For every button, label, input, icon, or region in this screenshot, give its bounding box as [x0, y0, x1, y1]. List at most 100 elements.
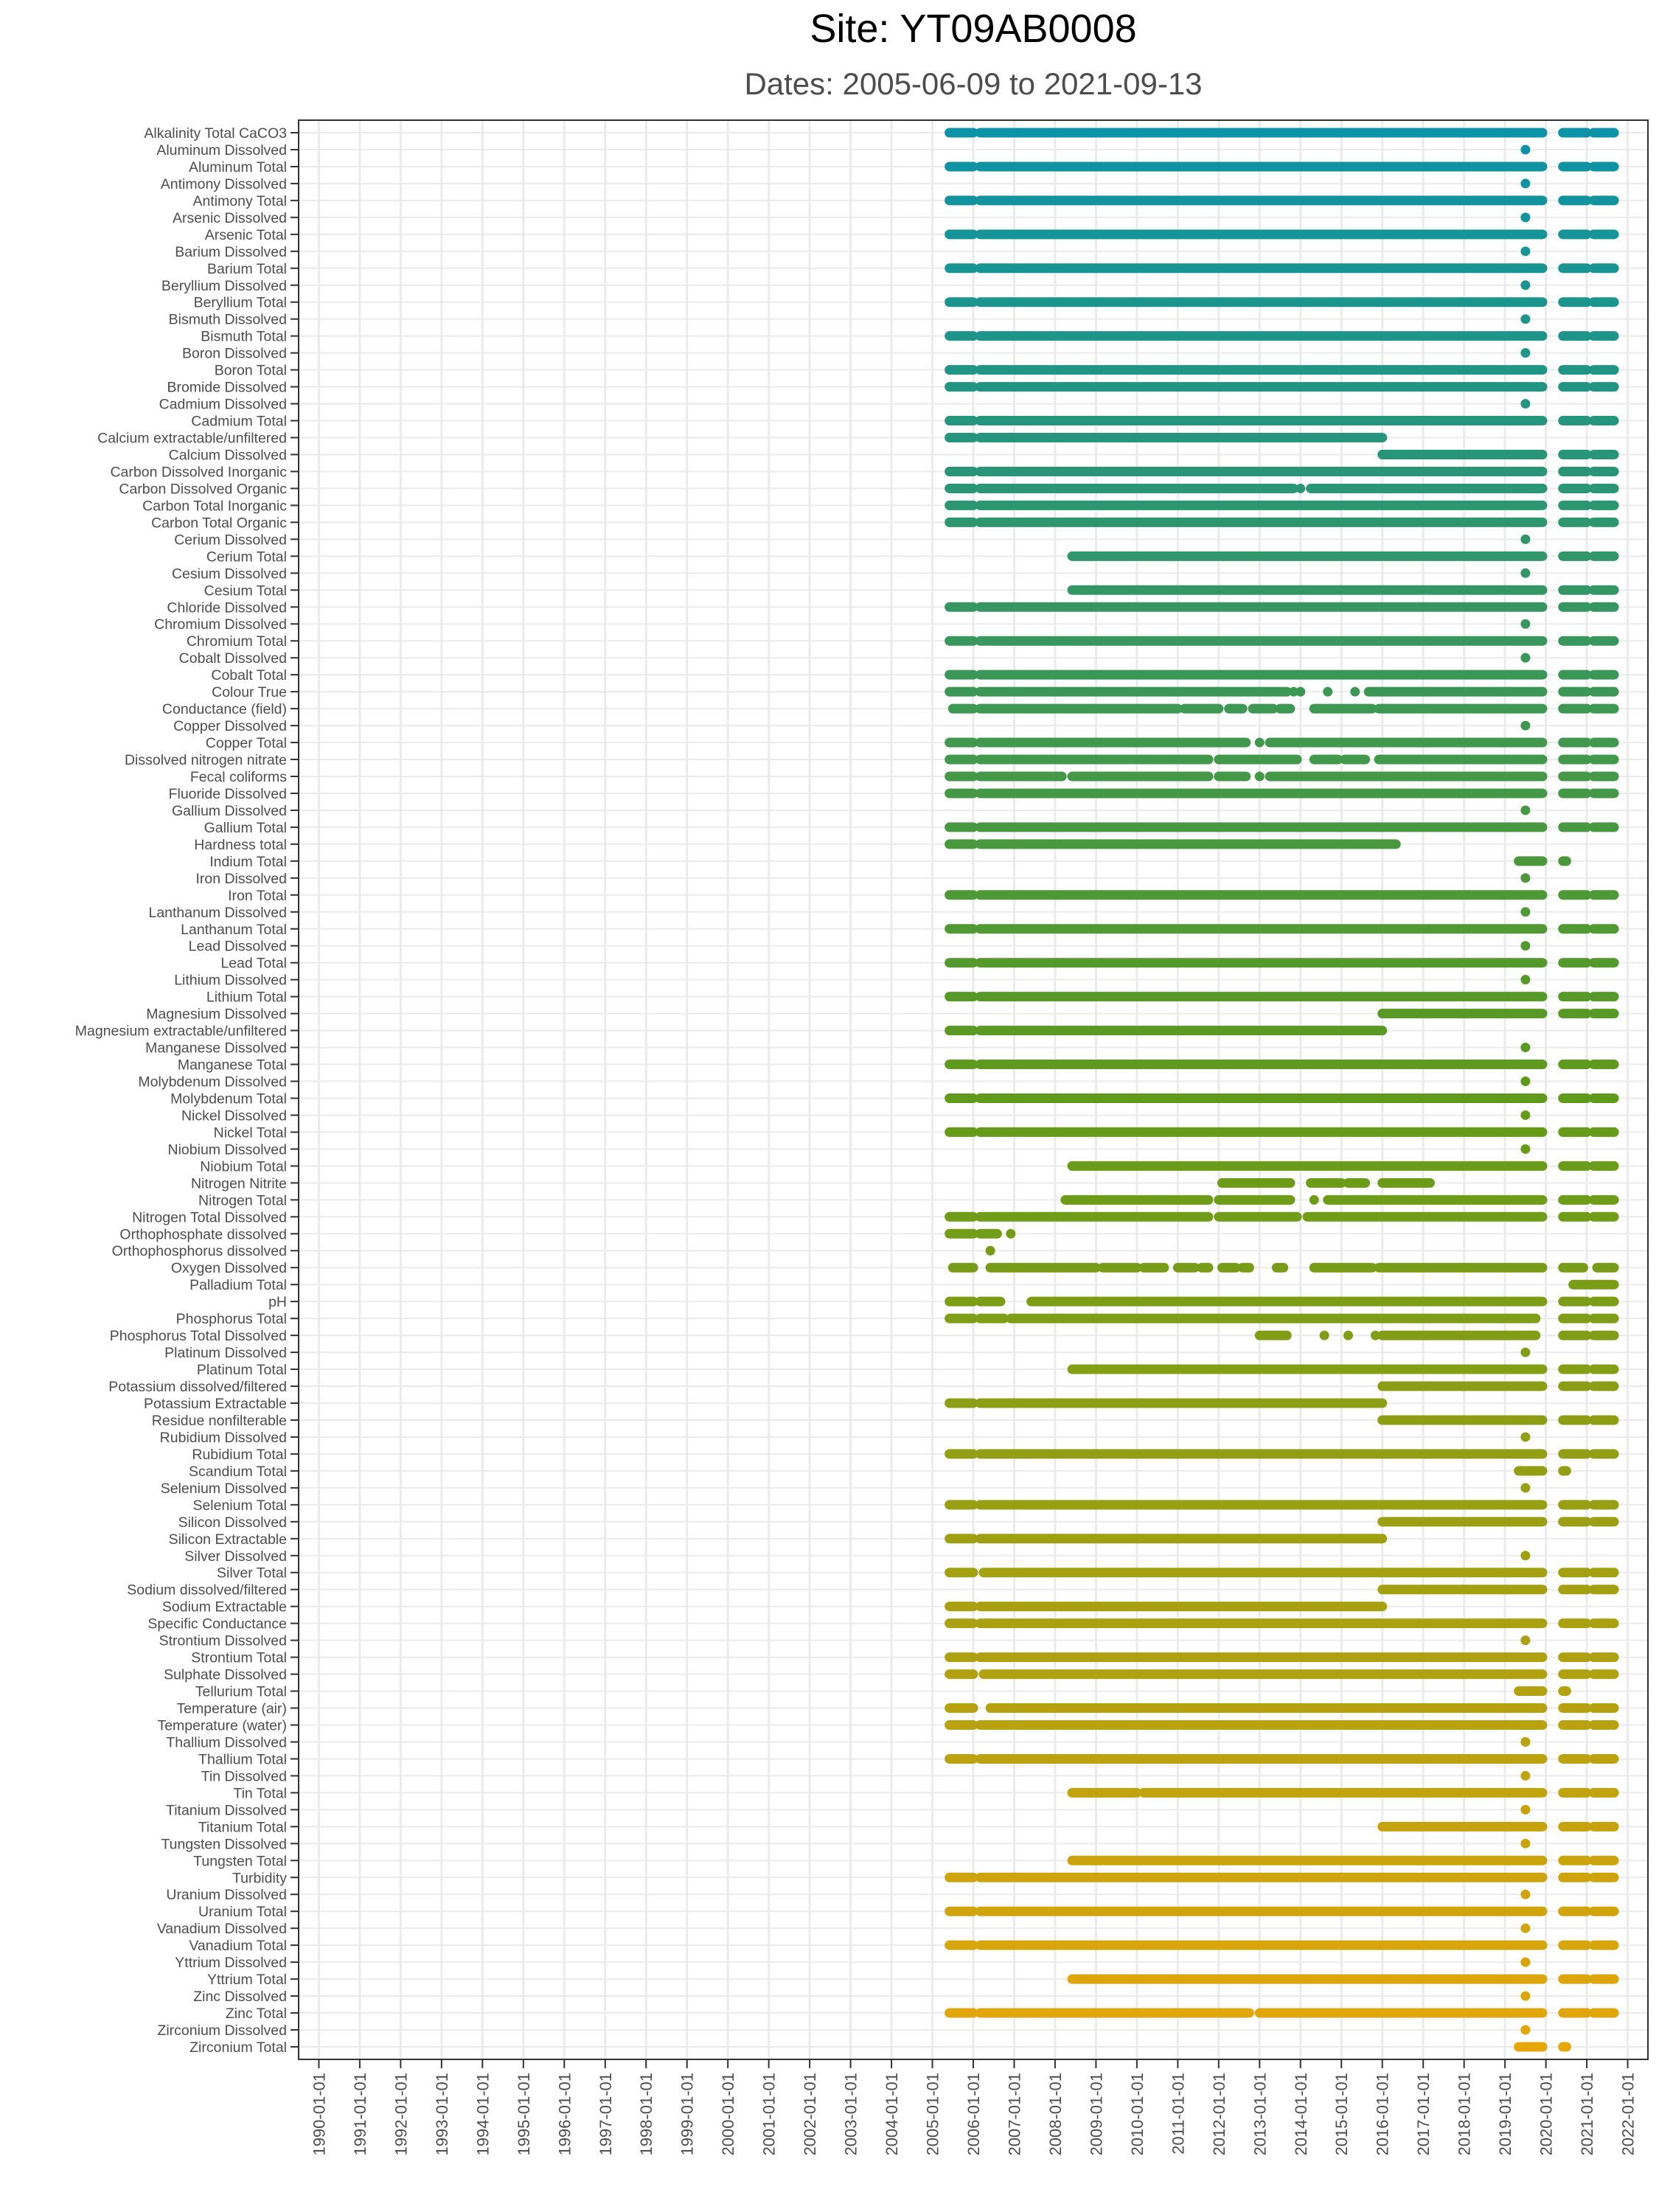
- x-tick-label: 2001-01-01: [760, 2073, 779, 2156]
- y-tick-label: Carbon Total Organic: [151, 515, 287, 531]
- y-tick-label: Niobium Dissolved: [168, 1141, 287, 1158]
- y-tick-label: Selenium Dissolved: [161, 1481, 287, 1497]
- y-tick-label: Silver Total: [217, 1565, 287, 1582]
- x-tick-label: 2010-01-01: [1128, 2073, 1147, 2156]
- y-tick-label: Antimony Dissolved: [161, 176, 287, 192]
- y-tick-label: Thallium Total: [198, 1751, 287, 1767]
- x-tick-label: 2015-01-01: [1332, 2073, 1351, 2156]
- data-point: [1520, 805, 1531, 815]
- y-tick-label: Cerium Total: [206, 549, 287, 565]
- data-point: [1520, 1635, 1531, 1646]
- data-point: [1254, 771, 1265, 782]
- data-point: [1520, 1991, 1531, 2001]
- data-point: [1520, 1770, 1531, 1781]
- y-tick-label: Bromide Dissolved: [167, 380, 287, 396]
- data-point: [1295, 483, 1306, 493]
- data-point: [1309, 1194, 1319, 1205]
- data-point: [1520, 1957, 1531, 1967]
- y-tick-label: Specific Conductance: [147, 1616, 287, 1632]
- data-point: [1343, 1330, 1353, 1340]
- y-tick-label: Rubidium Dissolved: [160, 1430, 287, 1446]
- data-point: [1350, 686, 1360, 697]
- data-point: [1520, 314, 1531, 324]
- y-tick-label: Selenium Total: [192, 1498, 287, 1514]
- data-point: [1520, 348, 1531, 358]
- x-tick-label: 2021-01-01: [1578, 2073, 1596, 2156]
- y-tick-label: Aluminum Total: [189, 159, 287, 175]
- data-point: [1520, 619, 1531, 629]
- y-tick-label: Lead Dissolved: [189, 939, 287, 955]
- data-point: [1319, 1330, 1329, 1340]
- y-tick-label: Chloride Dissolved: [167, 599, 287, 616]
- y-tick-label: Vanadium Dissolved: [157, 1921, 287, 1937]
- y-tick-label: Tellurium Total: [195, 1684, 287, 1700]
- y-tick-label: Antimony Total: [192, 193, 287, 209]
- y-tick-label: Cobalt Total: [211, 667, 287, 684]
- y-tick-label: Sodium Extractable: [162, 1599, 287, 1615]
- x-tick-label: 2002-01-01: [801, 2073, 819, 2156]
- y-tick-label: Chromium Dissolved: [154, 616, 287, 633]
- y-tick-label: Platinum Dissolved: [164, 1345, 287, 1361]
- data-point: [1520, 1347, 1531, 1357]
- x-tick-label: 1998-01-01: [637, 2073, 655, 2156]
- y-tick-label: Potassium dissolved/filtered: [108, 1379, 287, 1395]
- y-tick-label: Nitrogen Nitrite: [191, 1175, 287, 1192]
- data-point: [1520, 1483, 1531, 1493]
- y-tick-label: Conductance (field): [162, 701, 287, 717]
- data-point: [1520, 534, 1531, 544]
- data-point: [1520, 2025, 1531, 2035]
- data-point: [1006, 1228, 1016, 1239]
- data-point: [1520, 1077, 1531, 1087]
- data-point: [1520, 246, 1531, 257]
- y-tick-label: Thallium Dissolved: [166, 1734, 287, 1750]
- data-point: [985, 1245, 995, 1256]
- y-tick-label: Beryllium Total: [194, 295, 287, 311]
- x-axis-labels: 1990-01-01 1991-01-01 1992-01-01 1993-01-01…: [310, 2059, 1638, 2156]
- y-tick-label: Zinc Dissolved: [193, 1989, 287, 2005]
- y-tick-label: Magnesium extractable/unfiltered: [75, 1023, 287, 1040]
- y-tick-label: Titanium Dissolved: [166, 1802, 287, 1818]
- y-tick-label: Copper Total: [206, 735, 287, 751]
- y-tick-label: Copper Dissolved: [173, 718, 287, 734]
- y-tick-label: Residue nonfilterable: [152, 1413, 287, 1429]
- data-point: [1520, 399, 1531, 409]
- y-tick-label: Uranium Dissolved: [166, 1887, 287, 1903]
- y-tick-label: Bismuth Total: [201, 329, 287, 345]
- y-tick-label: Calcium extractable/unfiltered: [97, 431, 287, 447]
- data-point: [1520, 1804, 1531, 1815]
- y-tick-label: Temperature (water): [157, 1718, 287, 1734]
- y-tick-label: Manganese Dissolved: [145, 1040, 287, 1057]
- y-tick-label: Strontium Total: [191, 1650, 287, 1666]
- data-point: [1520, 1043, 1531, 1053]
- y-tick-label: Cesium Total: [204, 582, 287, 599]
- y-tick-label: Uranium Total: [198, 1904, 287, 1920]
- y-tick-label: Beryllium Dissolved: [161, 278, 287, 294]
- y-tick-label: Tin Total: [233, 1785, 287, 1801]
- x-tick-label: 1990-01-01: [310, 2073, 328, 2156]
- y-tick-label: Nickel Dissolved: [181, 1107, 287, 1124]
- y-tick-label: Arsenic Total: [205, 227, 287, 243]
- y-tick-label: Silicon Extractable: [169, 1531, 287, 1548]
- y-tick-label: Manganese Total: [178, 1057, 287, 1074]
- y-tick-label: Hardness total: [194, 837, 287, 853]
- y-tick-label: Magnesium Dissolved: [146, 1006, 287, 1023]
- x-tick-label: 2014-01-01: [1292, 2073, 1310, 2156]
- y-tick-label: Niobium Total: [200, 1158, 287, 1175]
- x-tick-label: 2011-01-01: [1169, 2073, 1187, 2154]
- y-tick-label: Strontium Dissolved: [159, 1633, 287, 1649]
- y-tick-label: Yttrium Total: [207, 1972, 287, 1988]
- y-tick-label: Lithium Total: [206, 990, 287, 1006]
- y-tick-label: Titanium Total: [198, 1819, 287, 1835]
- y-tick-label: Tungsten Total: [193, 1853, 287, 1869]
- chart-title: Site: YT09AB0008: [810, 7, 1137, 51]
- y-tick-label: Nickel Total: [214, 1124, 287, 1141]
- y-tick-label: Silver Dissolved: [184, 1548, 287, 1565]
- x-tick-label: 2007-01-01: [1005, 2073, 1023, 2156]
- y-tick-label: Molybdenum Total: [170, 1091, 287, 1107]
- x-tick-label: 2012-01-01: [1210, 2073, 1228, 2156]
- x-tick-label: 2009-01-01: [1087, 2073, 1105, 2156]
- data-point: [1520, 1110, 1531, 1120]
- y-tick-label: Zinc Total: [226, 2006, 287, 2022]
- y-tick-label: Lead Total: [220, 956, 287, 972]
